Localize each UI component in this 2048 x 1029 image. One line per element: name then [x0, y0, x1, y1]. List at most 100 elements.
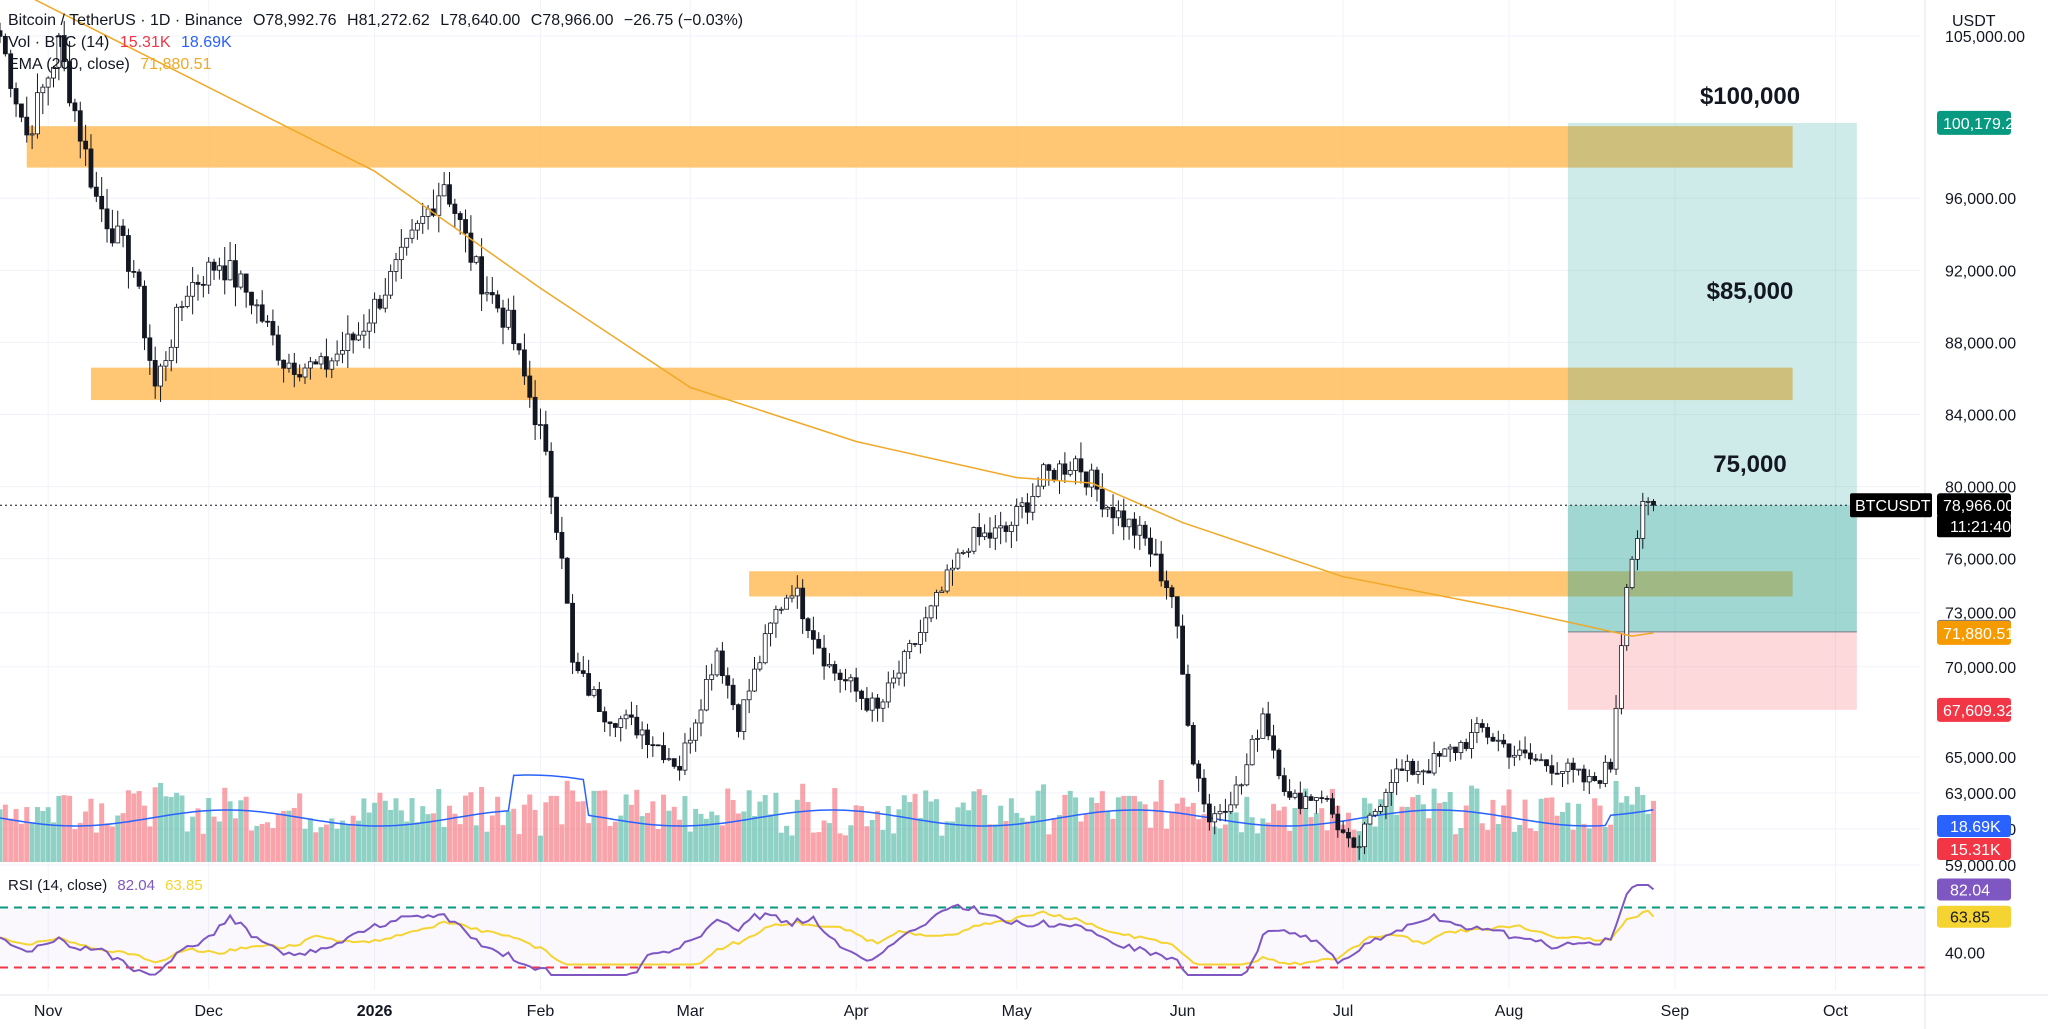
symbol-title[interactable]: Bitcoin / TetherUS · 1D · Binance: [8, 12, 243, 29]
volume-bar: [1415, 794, 1421, 862]
volume-bar: [955, 807, 961, 862]
candle-body: [1019, 502, 1025, 507]
volume-bar: [1099, 791, 1105, 862]
target-zone: [1567, 122, 1857, 632]
volume-legend[interactable]: Vol · BTC (14) 15.31K 18.69K: [8, 34, 238, 52]
volume-bar: [966, 810, 972, 862]
volume-bar: [639, 816, 645, 862]
candle-body: [1378, 806, 1383, 812]
time-tick-label: Apr: [844, 1003, 870, 1020]
volume-ma-line: [0, 774, 1654, 827]
candle-body: [1308, 796, 1314, 801]
candle-body: [1618, 645, 1624, 709]
volume-bar: [1078, 821, 1084, 862]
time-axis[interactable]: Nov Dec 2026 Feb Mar Apr May Jun Jul Aug Sep Oct: [0, 994, 2048, 1020]
volume-bar: [302, 828, 308, 862]
volume-bar: [1265, 822, 1271, 862]
candle-body: [318, 356, 324, 365]
volume-bar: [1324, 830, 1330, 862]
candle-body: [805, 618, 811, 631]
candle-body: [1025, 502, 1030, 513]
candle-body: [1383, 792, 1389, 807]
candle-body: [1115, 510, 1121, 519]
volume-bar: [885, 805, 891, 862]
long-position-tool[interactable]: [1567, 122, 1857, 710]
volume-bar: [1121, 795, 1127, 862]
volume-bar: [350, 815, 356, 862]
candle-body: [1260, 713, 1266, 739]
candle-body: [1511, 754, 1517, 758]
candle-body: [104, 208, 110, 230]
candle-body: [875, 697, 880, 709]
candle-body: [596, 689, 602, 713]
candle-body: [179, 306, 185, 308]
volume-bar: [1388, 793, 1394, 862]
candle-body: [928, 605, 934, 619]
volume-bar: [174, 792, 180, 862]
candle-body: [880, 701, 886, 709]
candle-body: [1126, 518, 1132, 528]
candle-body: [1099, 488, 1105, 510]
volume-bar: [655, 829, 661, 862]
candle-body: [869, 697, 875, 711]
volume-bar: [158, 783, 164, 862]
candle-body: [1437, 753, 1442, 757]
volume-bar: [425, 814, 431, 862]
candle-body: [1008, 524, 1014, 532]
volume-bar: [998, 805, 1004, 862]
currency-label[interactable]: USDT: [1952, 13, 1996, 30]
volume-bar: [8, 818, 14, 862]
symbol-legend[interactable]: Bitcoin / TetherUS · 1D · Binance O78,99…: [8, 12, 749, 30]
volume-bar: [628, 804, 634, 862]
volume-bar: [115, 815, 121, 862]
volume-bar: [1233, 812, 1239, 862]
change-value: −26.75 (−0.03%): [623, 12, 744, 29]
volume-bar: [634, 789, 640, 862]
candle-body: [1196, 763, 1202, 779]
candle-body: [960, 552, 966, 554]
volume-bar: [703, 818, 709, 862]
candle-body: [1565, 762, 1571, 772]
volume-bar: [307, 818, 313, 862]
volume-bar: [805, 802, 811, 862]
candle-body: [1110, 507, 1116, 519]
volume-bar: [1137, 801, 1143, 862]
candle-body: [420, 216, 426, 224]
volume-bar: [570, 790, 576, 862]
candle-body: [1324, 797, 1330, 800]
volume-bar: [254, 825, 260, 862]
profit-zone: [1567, 505, 1857, 632]
candle-body: [1608, 761, 1614, 770]
volume-bar: [714, 815, 720, 862]
volume-bar: [725, 788, 731, 862]
volume-bar: [1517, 824, 1523, 862]
candle-body: [195, 282, 201, 285]
candle-body: [275, 334, 281, 361]
candle-body: [554, 496, 559, 533]
candle-body: [382, 294, 388, 309]
candle-body: [757, 662, 763, 670]
candle-body: [1399, 768, 1405, 771]
rsi-legend[interactable]: RSI (14, close) 82.04 63.85: [8, 877, 209, 894]
candle-body: [650, 744, 656, 747]
candle-body: [784, 597, 790, 610]
candle-body: [372, 298, 377, 324]
candle-body: [211, 261, 217, 271]
candle-body: [72, 102, 78, 112]
candle-body: [645, 729, 650, 746]
volume-bar: [232, 818, 238, 862]
volume-bar: [752, 816, 758, 862]
candle-body: [168, 346, 174, 362]
volume-bar: [1281, 806, 1287, 862]
volume-bar: [1196, 819, 1202, 862]
volume-bar: [1420, 804, 1426, 862]
ema-legend[interactable]: EMA (200, close) 71,880.51: [8, 56, 217, 74]
candle-body: [77, 110, 83, 142]
rsi-ma-value: 63.85: [165, 877, 203, 894]
price-tick-label: 96,000.00: [1945, 191, 2016, 208]
volume-bar: [719, 825, 725, 862]
volume-bar: [345, 824, 351, 862]
price-axis[interactable]: 105,000.00 96,000.00 92,000.00 88,000.00 84,…: [1850, 0, 2025, 1029]
volume-bar: [730, 800, 736, 862]
